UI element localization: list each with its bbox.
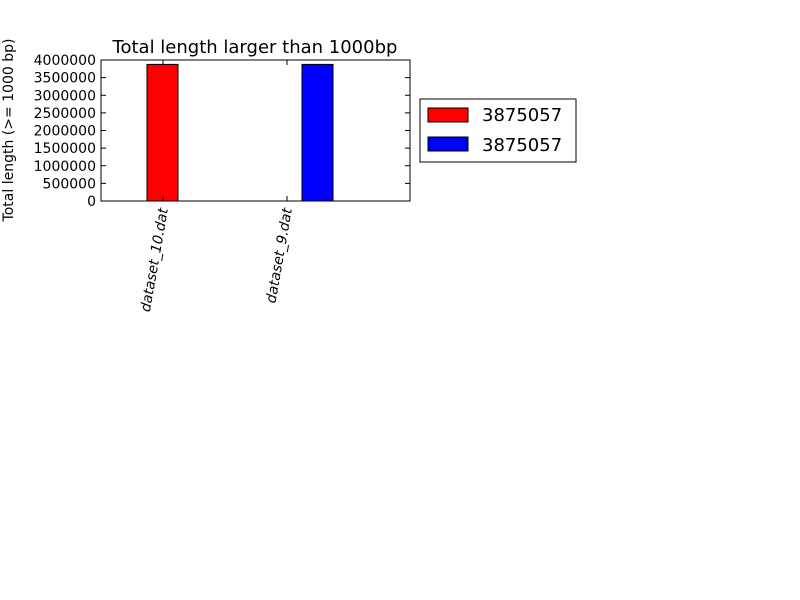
y-tick-label: 4000000 bbox=[34, 53, 96, 69]
y-tick-label: 1500000 bbox=[34, 141, 96, 157]
bar-dataset-10-dat-series-1 bbox=[146, 63, 179, 202]
y-tick-label: 500000 bbox=[43, 176, 96, 192]
y-tick-label: 3000000 bbox=[34, 88, 96, 104]
bars-layer bbox=[146, 63, 334, 202]
y-tick-label: 3500000 bbox=[34, 71, 96, 87]
legend-label-series-1: 3875057 bbox=[482, 105, 562, 126]
y-tick-label: 2000000 bbox=[34, 124, 96, 140]
y-axis-label: Total length (>= 1000 bp) bbox=[1, 39, 17, 223]
x-category-label: dataset_10.dat bbox=[138, 206, 172, 313]
legend: 3875057 3875057 bbox=[419, 98, 577, 163]
y-tick-label: 1000000 bbox=[34, 159, 96, 175]
bar-dataset-9-dat-series-2 bbox=[301, 63, 334, 202]
legend-label-series-2: 3875057 bbox=[482, 135, 562, 156]
legend-swatch-series-1 bbox=[427, 107, 469, 123]
y-tick-label: 2500000 bbox=[34, 106, 96, 122]
x-category-label: dataset_9.dat bbox=[263, 206, 296, 304]
legend-swatch-series-2 bbox=[427, 136, 469, 152]
y-tick-label: 0 bbox=[87, 194, 96, 210]
chart-title: Total length larger than 1000bp bbox=[112, 37, 398, 58]
